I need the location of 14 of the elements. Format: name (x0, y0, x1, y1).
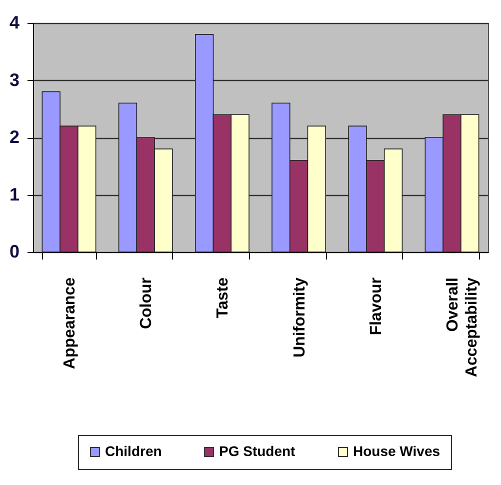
y-tick-label: 3 (9, 70, 20, 90)
legend-label: Children (105, 443, 162, 459)
legend-label: House Wives (353, 443, 440, 459)
x-tick-label: Flavour (368, 278, 385, 336)
x-tick-label: Uniformity (291, 277, 308, 358)
y-tick-label: 1 (9, 184, 20, 204)
x-tick-label: Taste (214, 277, 232, 318)
legend-label: PG Student (219, 443, 296, 459)
y-tick-label: 2 (9, 127, 20, 147)
x-tick-label: Overall Acceptability (444, 277, 480, 378)
y-tick-label: 4 (9, 12, 20, 32)
y-tick-label: 0 (9, 242, 20, 262)
x-tick-label: Colour (138, 278, 156, 330)
x-tick-label: Appearance (62, 277, 78, 370)
